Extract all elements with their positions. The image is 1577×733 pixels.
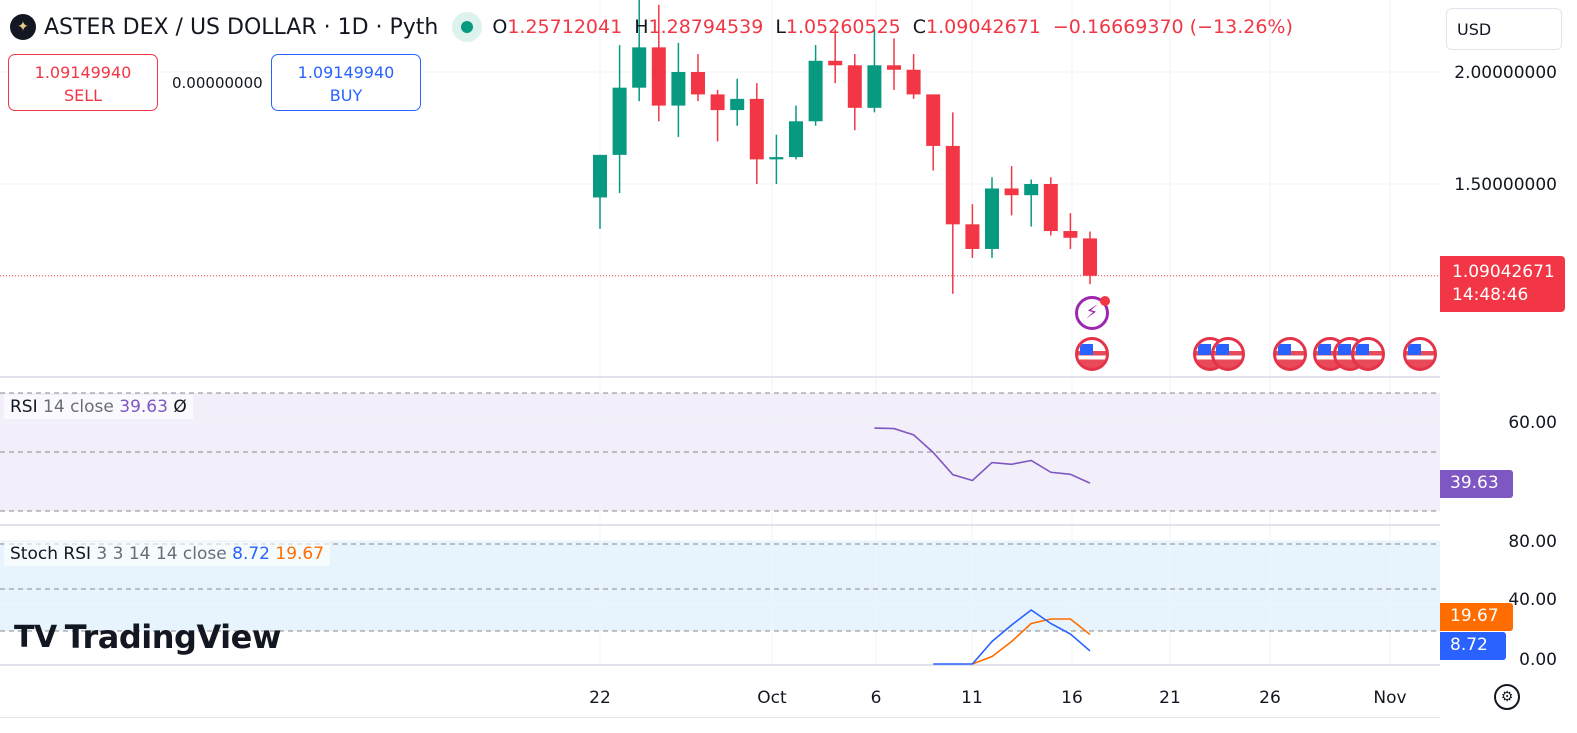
time-axis-label: 16: [1061, 688, 1083, 708]
candle-body: [691, 72, 705, 95]
stoch-d-line: [972, 618, 1091, 665]
ohlc-open: O1.25712041: [492, 16, 623, 38]
price-axis[interactable]: USD 2.00000000 1.50000000 60.00 80.00 40…: [1440, 0, 1577, 718]
candle-body: [945, 145, 960, 225]
us-economic-event-flag-icon[interactable]: [1351, 337, 1385, 371]
candle-body: [867, 65, 882, 108]
candle-body: [828, 60, 843, 66]
candle-body: [1043, 184, 1058, 232]
time-axis-label: 21: [1159, 688, 1181, 708]
sell-button[interactable]: 1.09149940 SELL: [8, 54, 158, 111]
us-economic-event-flag-icon[interactable]: [1211, 337, 1245, 371]
rsi-legend[interactable]: RSI 14 close 39.63 Ø: [4, 395, 193, 419]
stoch-k-tag: 8.72: [1440, 632, 1506, 660]
buy-button[interactable]: 1.09149940 BUY: [271, 54, 421, 111]
time-axis-label: 22: [589, 688, 611, 708]
candle-body: [769, 157, 784, 160]
rsi-legend-value: 39.63: [119, 397, 168, 417]
candle-body: [749, 98, 764, 160]
last-price-tag: 1.09042671 14:48:46: [1440, 256, 1565, 312]
stoch-d-tag: 19.67: [1440, 603, 1513, 631]
stoch-axis-label: 0.00: [1519, 650, 1557, 670]
candle-body: [593, 154, 607, 198]
spread-value: 0.00000000: [172, 74, 263, 92]
candle-body: [926, 94, 941, 146]
rsi-line: [874, 427, 1091, 484]
stoch-k-line: [933, 609, 1091, 665]
tradingview-logo[interactable]: 𝗧𝗩 TradingView: [14, 618, 281, 656]
candle-body: [612, 87, 627, 155]
symbol-title[interactable]: ASTER DEX / US DOLLAR · 1D · Pyth: [44, 14, 439, 40]
time-axis-label: 26: [1259, 688, 1281, 708]
ohlc-low: L1.05260525: [775, 16, 901, 38]
stoch-axis-label: 40.00: [1508, 590, 1557, 610]
settings-gear-icon[interactable]: ⚙: [1494, 684, 1520, 710]
ohlc-high: H1.28794539: [634, 16, 764, 38]
price-label: 2.00000000: [1454, 63, 1557, 83]
time-axis-label: 11: [961, 688, 983, 708]
candle-body: [710, 94, 725, 111]
candle-body: [906, 69, 921, 95]
us-economic-event-flag-icon[interactable]: [1403, 337, 1437, 371]
time-axis-label: Nov: [1373, 688, 1407, 708]
us-economic-event-flag-icon[interactable]: [1273, 337, 1307, 371]
us-economic-event-flag-icon[interactable]: [1075, 337, 1109, 371]
rsi-axis-label: 60.00: [1508, 413, 1557, 433]
candle-body: [847, 65, 862, 108]
market-status-icon[interactable]: [452, 12, 483, 42]
candle-body: [1024, 184, 1039, 196]
stoch-axis-label: 80.00: [1508, 532, 1557, 552]
time-axis-label: Oct: [757, 688, 787, 708]
candle-body: [965, 224, 980, 249]
candle-body: [808, 60, 823, 122]
candle-body: [730, 98, 745, 111]
candle-body: [671, 72, 686, 106]
candle-body: [1004, 188, 1019, 196]
ohlc-close: C1.09042671: [912, 16, 1041, 38]
symbol-header: ✦ ASTER DEX / US DOLLAR · 1D · Pyth O1.2…: [10, 12, 1305, 42]
ohlc-change: −0.16669370 (−13.26%): [1052, 16, 1293, 38]
candle-body: [985, 188, 999, 249]
currency-select[interactable]: USD: [1446, 8, 1562, 50]
stoch-legend[interactable]: Stoch RSI 3 3 14 14 close 8.72 19.67: [4, 542, 331, 566]
rsi-value-tag: 39.63: [1440, 470, 1513, 498]
lightning-event-icon[interactable]: ⚡: [1075, 296, 1110, 330]
time-axis-label: 6: [870, 688, 882, 708]
candle-body: [887, 65, 901, 70]
aster-logo-icon: ✦: [10, 14, 36, 40]
candle-body: [1063, 231, 1078, 238]
candle-body: [789, 121, 803, 158]
price-label: 1.50000000: [1454, 175, 1557, 195]
candle-body: [1083, 238, 1097, 276]
candle-body: [651, 47, 666, 106]
candle-body: [632, 47, 647, 88]
